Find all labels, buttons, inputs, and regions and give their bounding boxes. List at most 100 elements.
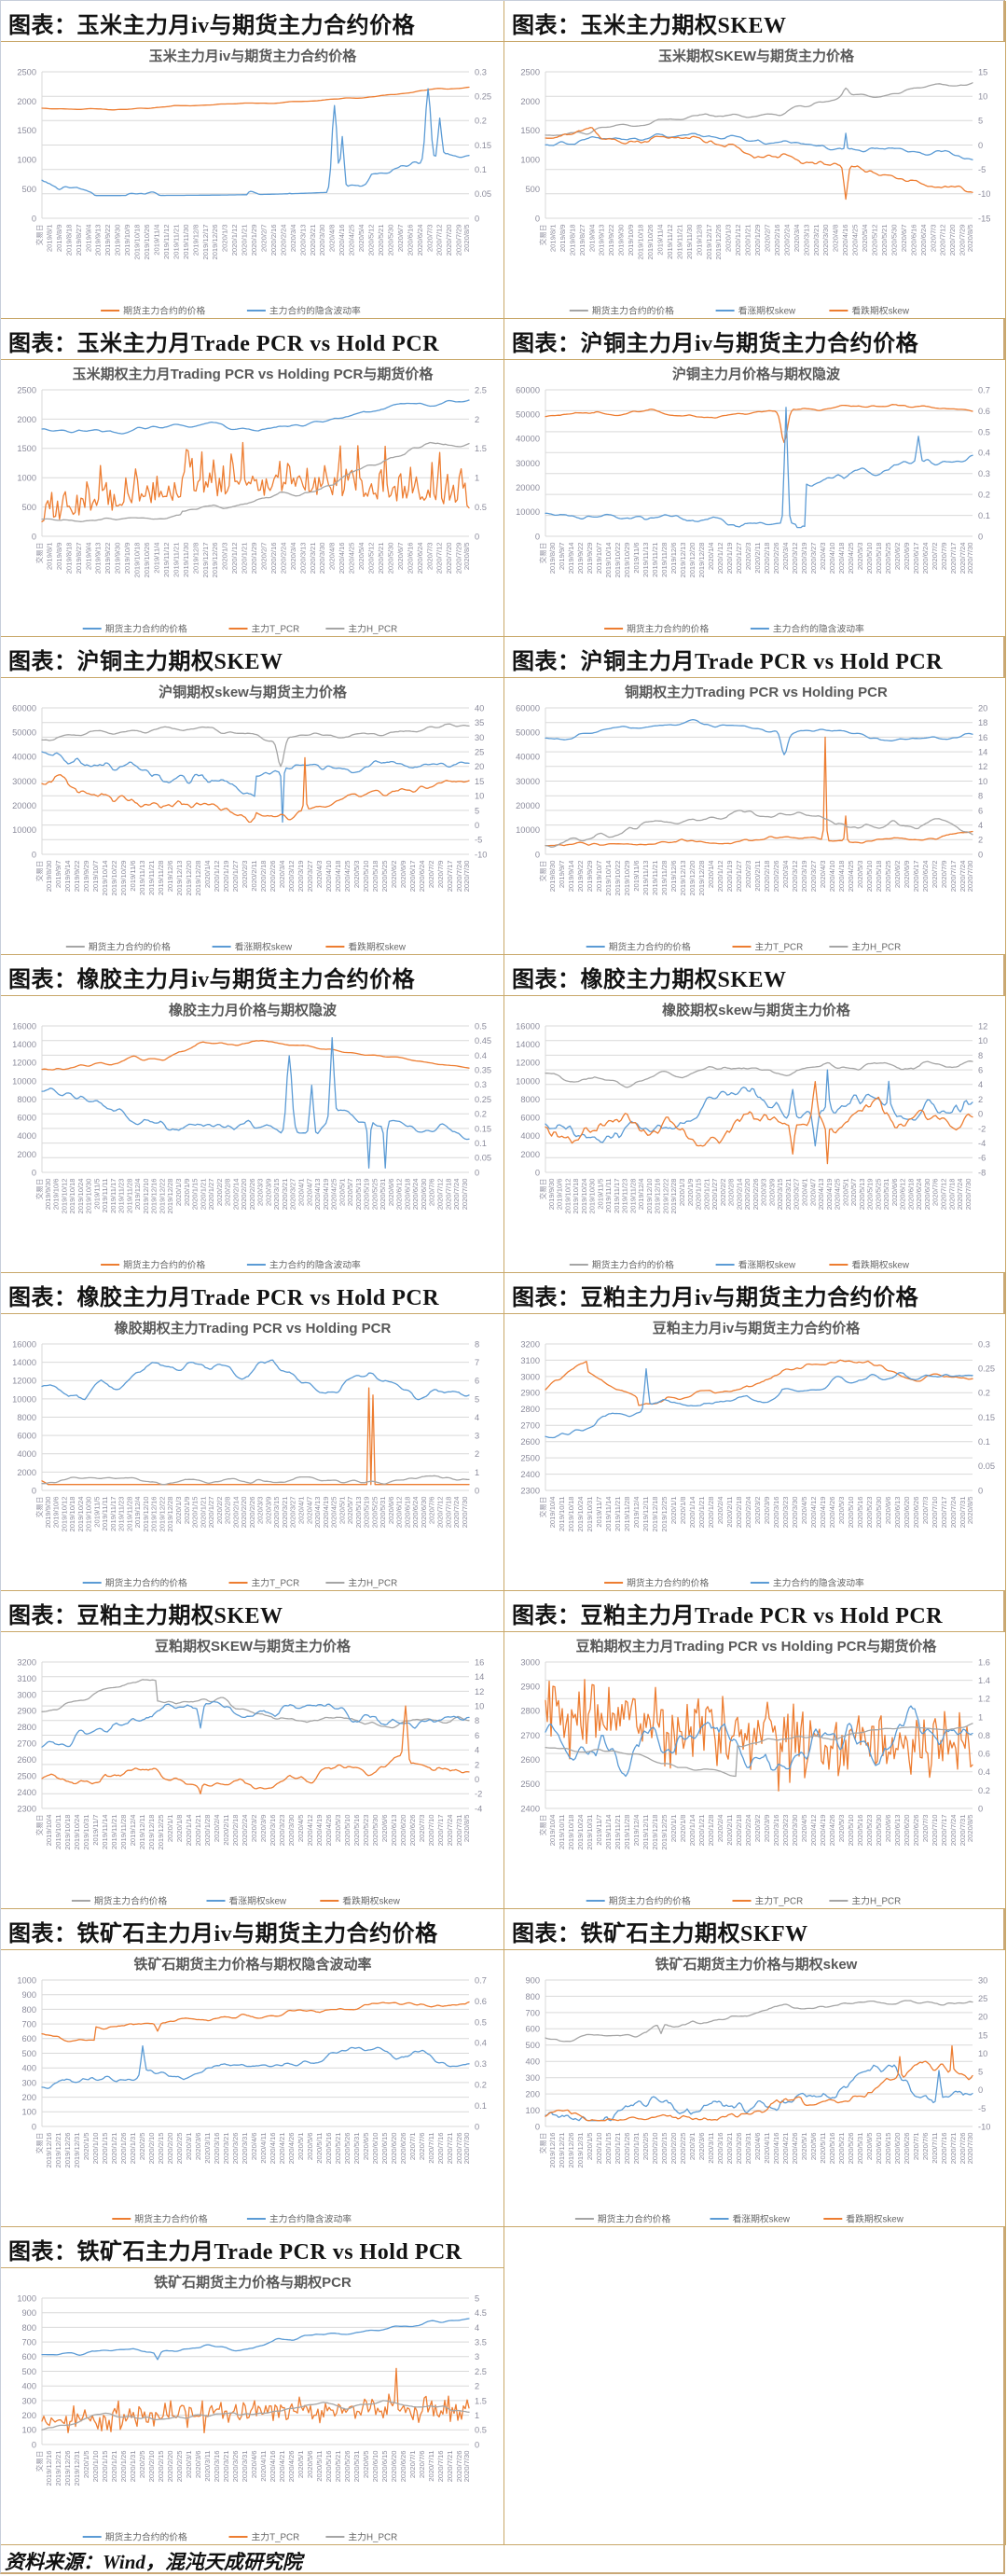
svg-text:2019/11/7: 2019/11/7 <box>595 1815 603 1846</box>
svg-text:2020/6/13: 2020/6/13 <box>893 1815 902 1847</box>
svg-text:2020/1/12: 2020/1/12 <box>230 225 239 256</box>
svg-text:2019/10/30: 2019/10/30 <box>85 1497 93 1532</box>
svg-text:2019/9/14: 2019/9/14 <box>63 861 72 893</box>
svg-text:18: 18 <box>978 718 987 727</box>
svg-text:期货主力合约的价格: 期货主力合约的价格 <box>592 305 674 317</box>
svg-text:2019/8/1: 2019/8/1 <box>46 543 54 571</box>
svg-text:2019/9/4: 2019/9/4 <box>587 225 596 253</box>
svg-text:2020/1/5: 2020/1/5 <box>82 2133 90 2161</box>
svg-text:2020/5/1: 2020/5/1 <box>297 2133 305 2161</box>
svg-text:1000: 1000 <box>17 474 36 483</box>
svg-text:2019/10/7: 2019/10/7 <box>595 543 603 575</box>
svg-text:2019/12/10: 2019/12/10 <box>142 1179 150 1214</box>
svg-text:0: 0 <box>32 1168 36 1177</box>
svg-text:2020/7/2: 2020/7/2 <box>931 543 939 571</box>
svg-text:2020/4/19: 2020/4/19 <box>315 1815 324 1847</box>
svg-text:8000: 8000 <box>17 1413 36 1422</box>
svg-text:2020/5/11: 2020/5/11 <box>315 2133 324 2164</box>
svg-text:2019/12/18: 2019/12/18 <box>651 1497 659 1532</box>
svg-text:14: 14 <box>978 748 987 757</box>
svg-text:2019/12/17: 2019/12/17 <box>201 543 210 578</box>
svg-text:2020/7/18: 2020/7/18 <box>444 1497 452 1529</box>
svg-text:2020/7/9: 2020/7/9 <box>940 543 948 571</box>
svg-text:2020/3/21: 2020/3/21 <box>784 1179 793 1211</box>
svg-text:2020/1/29: 2020/1/29 <box>250 543 258 575</box>
svg-text:0: 0 <box>32 214 36 223</box>
svg-text:2019/12/22: 2019/12/22 <box>159 1497 167 1532</box>
svg-text:2020/5/19: 2020/5/19 <box>866 1179 875 1211</box>
svg-text:2020/5/13: 2020/5/13 <box>354 1497 363 1529</box>
svg-text:2020/2/8: 2020/2/8 <box>727 1179 736 1207</box>
svg-text:2020/3/19: 2020/3/19 <box>800 861 808 893</box>
svg-text:900: 900 <box>525 1975 540 1985</box>
svg-text:2020/7/12: 2020/7/12 <box>436 1179 445 1211</box>
svg-text:-10: -10 <box>475 850 487 859</box>
svg-text:沪铜期权skew与期货主力价格: 沪铜期权skew与期货主力价格 <box>159 684 348 700</box>
svg-text:2020/4/18: 2020/4/18 <box>837 861 846 893</box>
svg-text:2019/9/13: 2019/9/13 <box>94 225 103 256</box>
svg-text:2300: 2300 <box>17 1804 36 1813</box>
svg-text:2020/4/26: 2020/4/26 <box>791 2133 799 2165</box>
svg-text:2020/3/9: 2020/3/9 <box>259 1815 268 1843</box>
svg-text:600: 600 <box>21 2034 36 2043</box>
svg-text:2020/4/25: 2020/4/25 <box>330 1179 338 1211</box>
svg-text:2: 2 <box>475 1760 479 1769</box>
svg-text:2800: 2800 <box>520 1405 540 1414</box>
svg-text:2020/2/24: 2020/2/24 <box>782 225 791 256</box>
svg-text:2020/6/30: 2020/6/30 <box>923 1179 931 1211</box>
svg-text:10000: 10000 <box>516 825 540 835</box>
svg-text:2020/3/30: 2020/3/30 <box>821 225 830 256</box>
svg-text:2019/11/23: 2019/11/23 <box>117 1179 126 1213</box>
svg-text:2019/11/13: 2019/11/13 <box>641 543 650 577</box>
svg-text:2020/1/21: 2020/1/21 <box>110 2451 118 2483</box>
svg-text:交易日: 交易日 <box>538 861 547 882</box>
svg-text:2020/5/21: 2020/5/21 <box>334 2133 342 2165</box>
svg-text:2500: 2500 <box>520 67 540 76</box>
svg-text:2019/12/16: 2019/12/16 <box>150 1497 159 1532</box>
svg-text:2020/5/31: 2020/5/31 <box>882 1179 890 1211</box>
svg-text:2020/7/12: 2020/7/12 <box>436 1497 445 1529</box>
svg-text:2020/2/18: 2020/2/18 <box>735 1815 743 1847</box>
svg-text:2020/2/4: 2020/2/4 <box>716 1497 724 1525</box>
svg-text:2020/4/26: 2020/4/26 <box>828 1815 836 1847</box>
svg-text:2020/4/19: 2020/4/19 <box>825 1179 834 1211</box>
svg-text:交易日: 交易日 <box>34 2133 44 2154</box>
svg-text:2020/3/11: 2020/3/11 <box>203 2133 212 2164</box>
svg-text:1: 1 <box>475 474 479 483</box>
svg-text:2020/6/15: 2020/6/15 <box>884 2133 892 2165</box>
svg-text:2020/5/30: 2020/5/30 <box>875 1815 883 1847</box>
svg-text:2019/11/23: 2019/11/23 <box>621 1179 629 1213</box>
svg-text:2019/10/26: 2019/10/26 <box>143 543 151 578</box>
svg-text:2: 2 <box>978 836 983 845</box>
svg-text:2020/1/26: 2020/1/26 <box>119 2133 128 2165</box>
svg-text:2020/2/26: 2020/2/26 <box>772 861 780 893</box>
svg-text:500: 500 <box>21 2367 36 2376</box>
svg-text:2020/3/26: 2020/3/26 <box>231 2451 240 2483</box>
svg-text:2020/7/6: 2020/7/6 <box>418 2133 426 2161</box>
svg-text:50000: 50000 <box>12 728 36 738</box>
svg-text:2020/6/24: 2020/6/24 <box>921 543 930 575</box>
svg-text:2020/2/20: 2020/2/20 <box>166 2451 174 2483</box>
svg-text:看跌期权skew: 看跌期权skew <box>851 1259 909 1271</box>
svg-text:2019/10/24: 2019/10/24 <box>76 1179 85 1214</box>
svg-text:0.15: 0.15 <box>475 1124 491 1133</box>
svg-text:2020/6/30: 2020/6/30 <box>420 1497 428 1529</box>
svg-text:2019/11/17: 2019/11/17 <box>109 1179 117 1213</box>
svg-text:1: 1 <box>475 2411 479 2420</box>
svg-text:2020/2/5: 2020/2/5 <box>641 2133 650 2161</box>
svg-text:1000: 1000 <box>520 156 540 165</box>
svg-text:2019/8/9: 2019/8/9 <box>559 225 567 253</box>
svg-text:2020/1/12: 2020/1/12 <box>734 225 742 256</box>
svg-text:2020/2/18: 2020/2/18 <box>231 1815 240 1847</box>
svg-text:1: 1 <box>978 1712 983 1722</box>
svg-text:2019/12/10: 2019/12/10 <box>645 1179 654 1214</box>
svg-text:2020/1/8: 2020/1/8 <box>679 1497 687 1525</box>
svg-text:2020/5/10: 2020/5/10 <box>847 1497 855 1529</box>
svg-text:2020/6/6: 2020/6/6 <box>387 1497 395 1525</box>
svg-text:2019/10/18: 2019/10/18 <box>567 1497 575 1532</box>
svg-text:2020/5/30: 2020/5/30 <box>386 543 394 575</box>
svg-text:2020/1/15: 2020/1/15 <box>101 2451 109 2483</box>
svg-text:2019/11/17: 2019/11/17 <box>109 1497 117 1531</box>
svg-text:3: 3 <box>475 2352 479 2361</box>
svg-text:2019/10/4: 2019/10/4 <box>548 1815 557 1847</box>
